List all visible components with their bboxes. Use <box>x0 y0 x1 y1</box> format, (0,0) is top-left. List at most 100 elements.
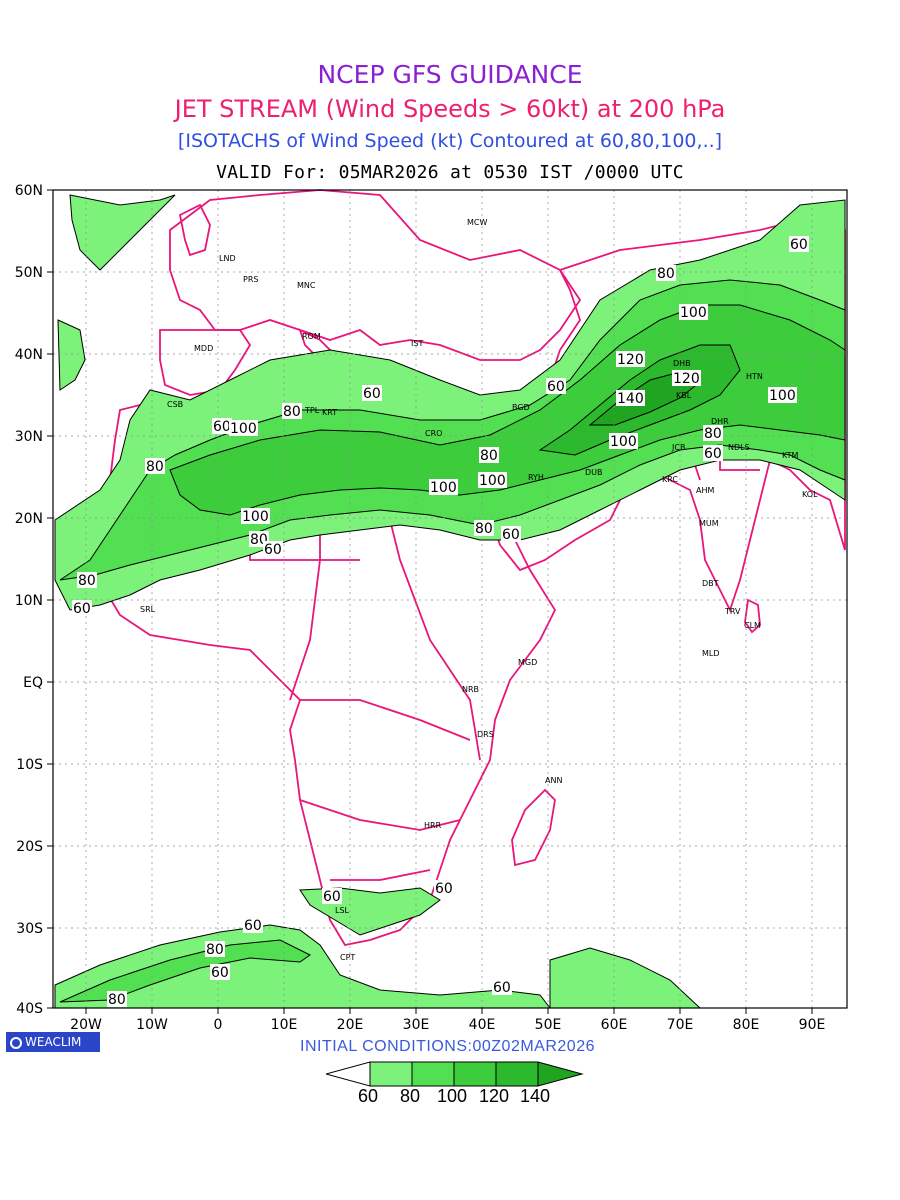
lat-label: EQ <box>23 675 43 691</box>
lon-label: 60E <box>601 1017 628 1033</box>
station-label: DBT <box>702 579 719 588</box>
contour-label: 80 <box>479 447 499 464</box>
svg-text:140: 140 <box>617 391 644 407</box>
graticule <box>53 190 847 1008</box>
lon-label: 20E <box>337 1017 364 1033</box>
lon-label: 20W <box>70 1017 102 1033</box>
lon-label: 10W <box>136 1017 168 1033</box>
contour-label: 120 <box>616 351 645 368</box>
svg-text:60: 60 <box>435 881 453 897</box>
contour-label: 60 <box>501 526 521 543</box>
station-label: IST <box>411 339 423 348</box>
svg-text:80: 80 <box>657 266 675 282</box>
svg-text:120: 120 <box>617 352 644 368</box>
station-label: NDLS <box>728 443 750 452</box>
contour-label: 60 <box>434 880 454 897</box>
contour-label: 140 <box>616 390 645 407</box>
svg-text:100: 100 <box>680 305 707 321</box>
station-label: KRT <box>322 408 337 417</box>
contour-label: 100 <box>429 479 458 496</box>
lon-label: 80E <box>733 1017 760 1033</box>
lon-label: 40E <box>469 1017 496 1033</box>
contour-label: 60 <box>546 378 566 395</box>
lon-label: 30E <box>403 1017 430 1033</box>
svg-text:60: 60 <box>547 379 565 395</box>
contour-label: 100 <box>609 433 638 450</box>
svg-text:120: 120 <box>673 371 700 387</box>
station-label: DUB <box>585 468 603 477</box>
lat-label: 40S <box>16 1001 43 1017</box>
station-label: MNC <box>297 281 316 290</box>
svg-text:80: 80 <box>704 426 722 442</box>
legend-swatch-80 <box>411 1061 455 1087</box>
lon-label: 10E <box>271 1017 298 1033</box>
legend-label: 120 <box>479 1086 510 1106</box>
indian-ocean-jet-60 <box>549 947 702 1009</box>
station-label: TRV <box>724 607 741 616</box>
svg-text:80: 80 <box>108 992 126 1008</box>
station-label: CLM <box>744 621 761 630</box>
legend-label: 60 <box>358 1086 379 1106</box>
station-label: JCB <box>671 443 685 452</box>
uk-outline <box>178 203 211 257</box>
legend-swatch-100 <box>453 1061 497 1087</box>
station-label: RYH <box>528 473 544 482</box>
station-label: NRB <box>462 685 479 694</box>
svg-text:100: 100 <box>479 473 506 489</box>
contour-label: 60 <box>322 888 342 905</box>
svg-text:100: 100 <box>242 509 269 525</box>
north-atlantic-60 <box>69 194 176 271</box>
svg-text:60: 60 <box>502 527 520 543</box>
station-label: SRL <box>140 605 156 614</box>
contour-label: 80 <box>474 520 494 537</box>
title-line-3: [ISOTACHS of Wind Speed (kt) Contoured a… <box>177 130 723 152</box>
lon-label: 70E <box>667 1017 694 1033</box>
lon-label: 90E <box>799 1017 826 1033</box>
lat-label: 50N <box>15 265 43 281</box>
station-label: KOL <box>802 490 818 499</box>
station-label: DHB <box>673 359 691 368</box>
contour-label: 80 <box>107 991 127 1008</box>
contour-label: 80 <box>656 265 676 282</box>
lat-label: 60N <box>15 183 43 199</box>
contour-label: 100 <box>478 472 507 489</box>
svg-text:80: 80 <box>480 448 498 464</box>
contour-label: 60 <box>492 979 512 996</box>
svg-text:80: 80 <box>78 573 96 589</box>
weaclim-logo-icon <box>10 1037 22 1049</box>
station-label: CRO <box>425 429 442 438</box>
station-label: HTN <box>746 372 763 381</box>
station-label: MCW <box>467 218 487 227</box>
station-label: KRC <box>662 475 678 484</box>
svg-text:60: 60 <box>790 237 808 253</box>
contour-label: 80 <box>703 425 723 442</box>
station-label: CPT <box>340 953 355 962</box>
contour-label: 100 <box>768 387 797 404</box>
lat-label: 10N <box>15 593 43 609</box>
legend-right-arrow <box>537 1061 584 1087</box>
station-label: PRS <box>243 275 258 284</box>
svg-text:60: 60 <box>73 601 91 617</box>
southern-jet-80 <box>59 939 311 1003</box>
lat-label: 40N <box>15 347 43 363</box>
subtropical-jet <box>54 194 846 611</box>
contour-label: 60 <box>243 917 263 934</box>
southern-jet-60 <box>54 924 552 1009</box>
station-label: ANN <box>545 776 562 785</box>
legend-label: 140 <box>520 1086 551 1106</box>
svg-text:100: 100 <box>430 480 457 496</box>
station-label: LSL <box>335 906 350 915</box>
svg-text:80: 80 <box>283 404 301 420</box>
contour-label: 100 <box>229 420 258 437</box>
svg-text:60: 60 <box>493 980 511 996</box>
srilanka-outline <box>744 598 761 634</box>
station-label: MUM <box>699 519 719 528</box>
station-label: AHM <box>696 486 714 495</box>
contour-label: 80 <box>145 458 165 475</box>
contour-label: 80 <box>77 572 97 589</box>
svg-text:60: 60 <box>704 446 722 462</box>
svg-text:100: 100 <box>230 421 257 437</box>
svg-text:60: 60 <box>211 965 229 981</box>
lat-label: 30S <box>16 921 43 937</box>
